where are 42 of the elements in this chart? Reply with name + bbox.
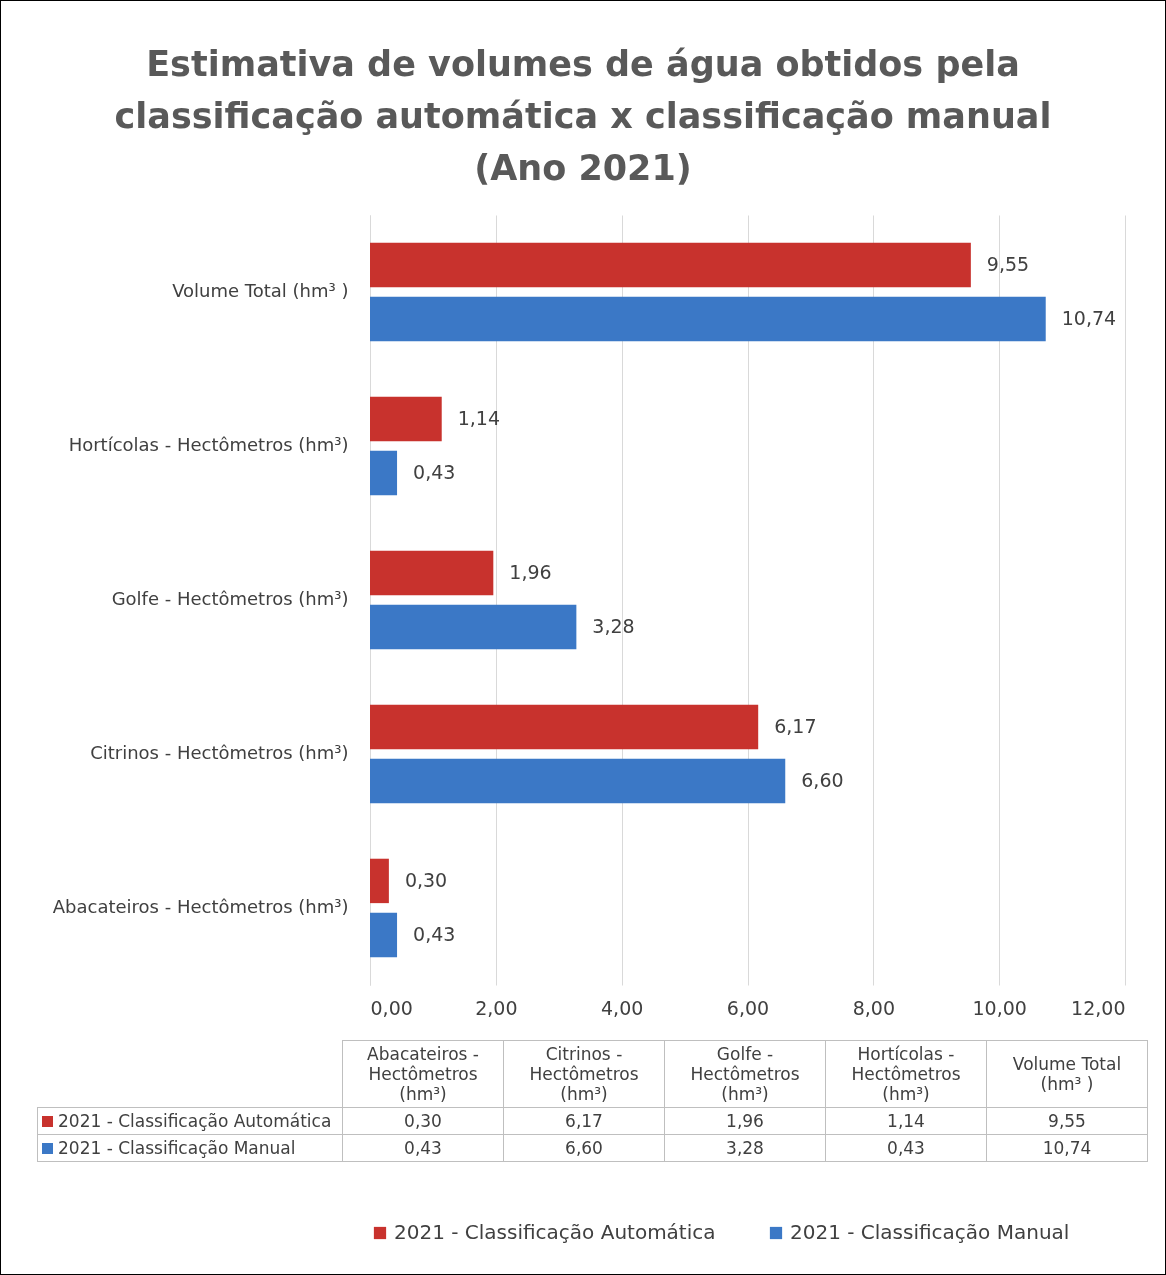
text: 0,43 bbox=[887, 1138, 925, 1158]
x-tick-label: 0,00 bbox=[370, 996, 413, 1019]
data-label: 0,43 bbox=[413, 923, 456, 946]
data-label: 6,17 bbox=[774, 714, 817, 737]
y-tick-label: Citrinos - Hectômetros (hm³) bbox=[90, 742, 349, 763]
category-label: Volume Total (hm³ ) bbox=[1012, 1054, 1122, 1094]
x-tick-label: 10,00 bbox=[972, 996, 1027, 1019]
data-label: 1,96 bbox=[509, 560, 552, 583]
text: 6,17 bbox=[565, 1111, 603, 1131]
category-label: Abacateiros - Hectômetros (hm³) bbox=[367, 1044, 479, 1104]
data-label: 10,74 bbox=[1061, 307, 1117, 330]
x-tick-label: 2,00 bbox=[475, 996, 518, 1019]
data-label: 0,43 bbox=[413, 461, 456, 484]
data-label: 9,55 bbox=[986, 252, 1030, 275]
data-label: 3,28 bbox=[592, 615, 635, 638]
text: 10,74 bbox=[1042, 1138, 1092, 1158]
x-tick-label: 4,00 bbox=[601, 996, 644, 1019]
text: 0,43 bbox=[404, 1138, 442, 1158]
x-tick-label: 6,00 bbox=[726, 996, 770, 1019]
category-label: Citrinos - Hectômetros (hm³) bbox=[529, 1044, 639, 1104]
y-tick-label: Hortícolas - Hectômetros (hm³) bbox=[68, 434, 349, 455]
data-label: 6,60 bbox=[801, 769, 844, 792]
data-label: 1,14 bbox=[457, 406, 501, 429]
text: 6,60 bbox=[565, 1138, 603, 1158]
y-tick-label: Abacateiros - Hectômetros (hm³) bbox=[52, 896, 349, 917]
text: 3,28 bbox=[726, 1138, 764, 1158]
y-tick-label: Golfe - Hectômetros (hm³) bbox=[111, 588, 349, 609]
text: 0,30 bbox=[404, 1111, 442, 1131]
data-label: 0,30 bbox=[404, 868, 448, 891]
text: 9,55 bbox=[1048, 1111, 1086, 1131]
chart-title: Estimativa de volumes de água obtidos pela classificação automática x classificação manual (Ano 2021) bbox=[113, 43, 1053, 190]
text: 1,96 bbox=[726, 1111, 764, 1131]
legend-label: 2021 - Classificação Automática bbox=[37, 1107, 343, 1135]
category-label: Golfe - Hectômetros (hm³) bbox=[690, 1044, 800, 1104]
category-label: Hortícolas - Hectômetros (hm³) bbox=[851, 1044, 961, 1104]
text: 1,14 bbox=[887, 1111, 925, 1131]
x-tick-label: 12,00 bbox=[1071, 996, 1126, 1019]
text: 2021 - Classificação Manual bbox=[790, 1220, 1070, 1244]
x-tick-label: 8,00 bbox=[852, 996, 895, 1019]
text: 2021 - Classificação Automática bbox=[394, 1220, 716, 1244]
legend-label: 2021 - Classificação Manual bbox=[37, 1134, 343, 1162]
y-tick-label: Volume Total (hm³ ) bbox=[172, 280, 349, 301]
